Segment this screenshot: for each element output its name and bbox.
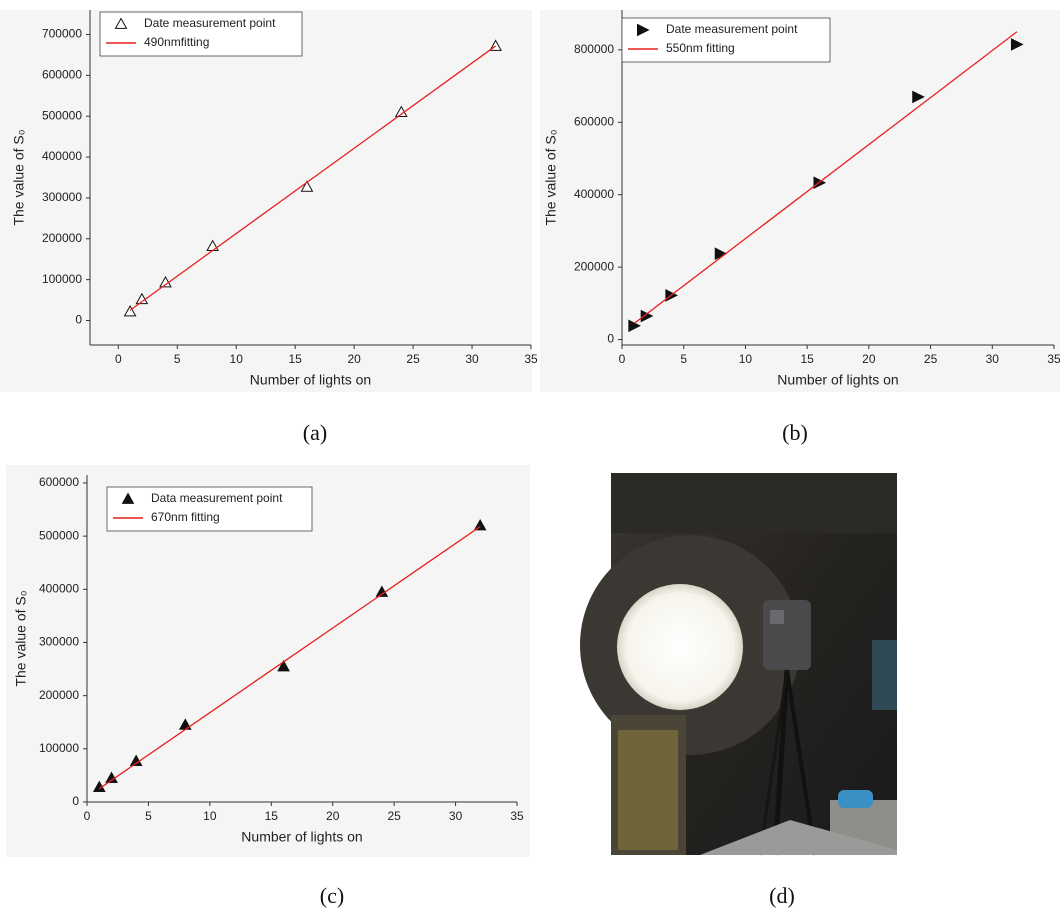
data-point [714,247,728,261]
data-point [912,90,925,104]
x-tick-label: 20 [862,352,876,366]
y-tick-label: 700000 [42,27,82,41]
y-tick-label: 0 [75,313,82,327]
x-tick-label: 25 [924,352,938,366]
y-tick-label: 400000 [574,187,614,201]
x-tick-label: 10 [739,352,753,366]
x-tick-label: 5 [680,352,687,366]
monitor [872,640,897,710]
tripod-leg [772,669,790,856]
y-tick-label: 500000 [39,528,79,542]
blue-object [838,790,873,808]
x-tick-label: 15 [800,352,814,366]
y-axis-label: The value of S₀ [11,129,27,225]
legend-label: Data measurement point [151,491,283,505]
x-axis-label: Number of lights on [241,829,362,845]
legend-label: Date measurement point [144,16,276,30]
tripod-leg [785,669,817,856]
x-tick-label: 30 [465,352,479,366]
x-tick-label: 20 [326,809,340,823]
y-tick-label: 0 [607,332,614,346]
data-point [135,292,149,305]
data-point [473,518,487,531]
data-point [129,754,143,766]
data-point [1010,38,1024,51]
chart-background [540,10,1060,392]
x-tick-label: 10 [230,352,244,366]
y-tick-label: 800000 [574,42,614,56]
x-tick-label: 30 [449,809,463,823]
legend-marker [114,17,128,29]
photo [580,473,897,856]
y-tick-label: 500000 [42,108,82,122]
chart: 0 5 10 15 20 25 30 35 0 200000 400000 600000 800000 N… [540,10,1060,445]
case [700,820,897,855]
x-tick-label: 25 [387,809,401,823]
data-point [105,771,118,783]
y-tick-label: 600000 [574,114,614,128]
chart: 0 5 10 15 20 25 30 35 0 100000 200000 300000 400000 5… [0,10,538,445]
ceiling [611,473,897,533]
x-tick-label: 35 [510,809,524,823]
y-tick-label: 400000 [39,581,79,595]
chart: 0 5 10 15 20 25 30 35 0 100000 200000 300000 400000 5… [6,465,530,908]
x-tick-label: 15 [265,809,279,823]
data-point [375,585,389,597]
y-tick-label: 100000 [42,272,82,286]
tripod-leg [758,669,789,856]
legend-label: 550nm fitting [666,41,735,55]
x-tick-label: 0 [619,352,626,366]
fit-line [633,31,1018,324]
chart-background [0,10,532,392]
y-tick-label: 600000 [39,475,79,489]
legend-label: Date measurement point [666,22,798,36]
legend-box [621,17,831,63]
caption: (c) [320,883,344,908]
x-tick-label: 0 [84,809,91,823]
x-tick-label: 5 [174,352,181,366]
x-tick-label: 25 [406,352,420,366]
camera-lens [770,610,784,624]
rack-foil [618,730,678,850]
legend-box [99,11,303,57]
y-tick-label: 200000 [574,259,614,273]
x-tick-label: 20 [347,352,361,366]
legend-marker [121,492,135,504]
y-tick-label: 100000 [39,741,79,755]
legend-label: 490nmfitting [144,35,209,49]
x-axis-label: Number of lights on [250,372,371,388]
data-point [277,659,290,672]
y-axis-label: The value of S₀ [13,590,29,686]
caption: (b) [782,420,808,445]
fit-line [129,45,497,311]
legend-label: 670nm fitting [151,510,220,524]
x-tick-label: 0 [115,352,122,366]
y-tick-label: 300000 [42,190,82,204]
y-axis-label: The value of S₀ [543,129,559,225]
y-tick-label: 300000 [39,635,79,649]
x-axis-label: Number of lights on [777,372,898,388]
x-tick-label: 15 [288,352,302,366]
x-tick-label: 5 [145,809,152,823]
y-tick-label: 400000 [42,149,82,163]
legend-box [106,486,313,532]
caption: (d) [769,883,795,908]
caption: (a) [303,420,327,445]
data-point [123,304,137,317]
y-tick-label: 600000 [42,68,82,82]
x-tick-label: 30 [986,352,1000,366]
y-tick-label: 200000 [42,231,82,245]
fit-line [98,526,481,790]
legend-marker [637,23,650,37]
y-tick-label: 200000 [39,688,79,702]
x-tick-label: 35 [1047,352,1060,366]
x-tick-label: 10 [203,809,217,823]
x-tick-label: 35 [524,352,538,366]
lamp-port [617,584,743,710]
data-point [300,180,314,192]
y-tick-label: 0 [72,794,79,808]
